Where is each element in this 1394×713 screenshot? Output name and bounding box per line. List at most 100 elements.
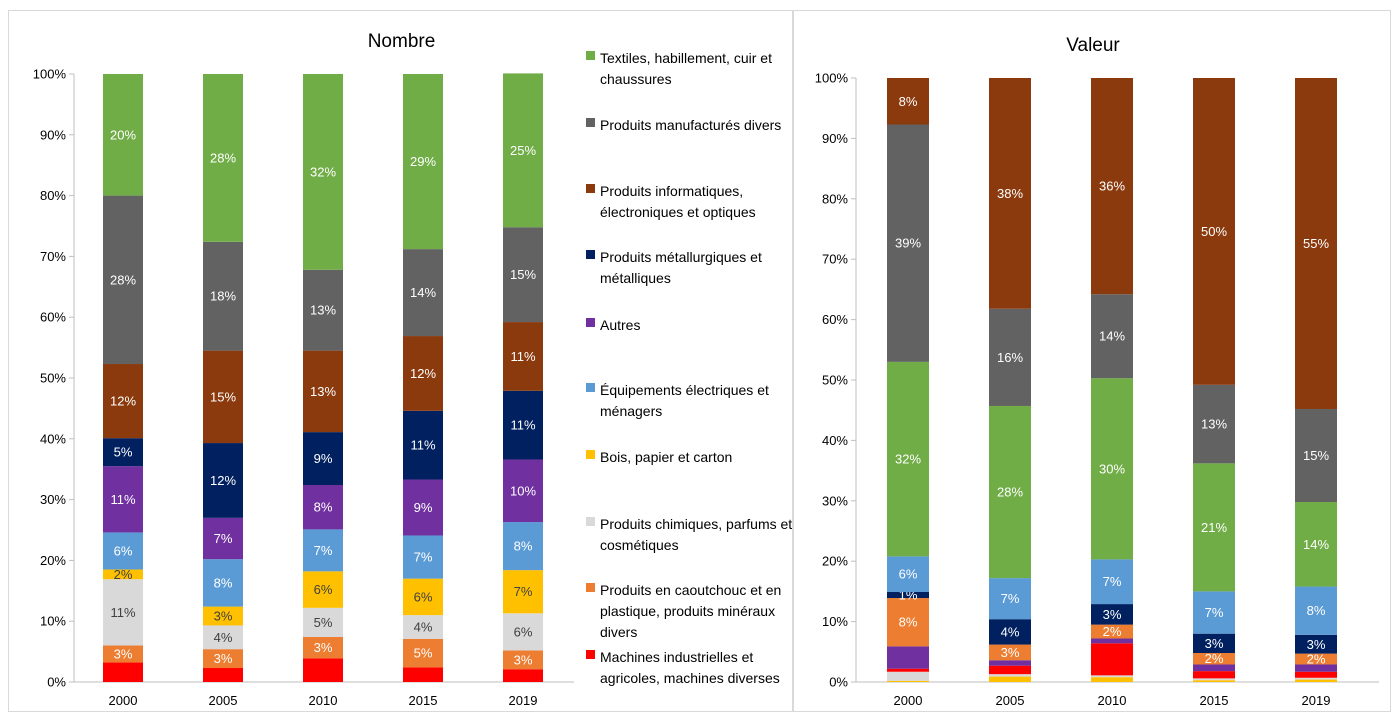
- bar-segment: [403, 615, 443, 639]
- data-label: 14%: [1303, 537, 1329, 552]
- data-label: 7%: [1103, 574, 1122, 589]
- data-label: 3%: [514, 652, 533, 667]
- bar-segment: [403, 479, 443, 536]
- y-tick-label: 30%: [40, 492, 66, 507]
- data-label: 8%: [214, 575, 233, 590]
- y-tick-label: 90%: [822, 131, 848, 146]
- legend-label: Machines industrielles et agricoles, mac…: [600, 649, 780, 686]
- y-tick-label: 80%: [822, 191, 848, 206]
- data-label: 7%: [1001, 591, 1020, 606]
- x-tick-label: 2000: [894, 693, 923, 708]
- y-tick-label: 0%: [47, 675, 66, 690]
- chart-nombre: 0% 10% 20% 30% 40% 50% 60% 70% 80% 90% 100% 3% 11% 2%…: [33, 67, 574, 708]
- data-label: 3%: [214, 651, 233, 666]
- chart-panel-nombre: Nombre 0% 10% 20% 30% 40% 50% 60% 70% 80% 90% 100%…: [8, 10, 793, 712]
- bar-segment: [1091, 677, 1133, 682]
- bar-segment: [989, 676, 1031, 682]
- bar-segment: [1295, 78, 1337, 409]
- y-tick-label: 70%: [40, 249, 66, 264]
- data-label: 30%: [1099, 461, 1125, 476]
- bar-segment: [303, 432, 343, 486]
- data-label: 5%: [314, 615, 333, 630]
- bar-segment: [887, 680, 929, 682]
- chart-title-nombre: Nombre: [367, 31, 436, 52]
- y-tick-label: 20%: [40, 553, 66, 568]
- legend-swatch: [586, 650, 595, 659]
- bar-segment: [303, 485, 343, 530]
- data-label: 20%: [110, 127, 136, 142]
- data-label: 6%: [514, 624, 533, 639]
- bar-segment: [887, 592, 929, 599]
- bar-segment: [1091, 624, 1133, 639]
- legend-swatch: [586, 383, 595, 392]
- data-label: 10%: [510, 483, 536, 498]
- bar-segment: [103, 438, 143, 467]
- data-label: 14%: [410, 285, 436, 300]
- bar-segment: [887, 124, 929, 362]
- y-tick-label: 60%: [822, 312, 848, 327]
- legend-swatch: [586, 450, 595, 459]
- data-label: 7%: [214, 531, 233, 546]
- data-label: 8%: [899, 615, 918, 630]
- data-label: 6%: [899, 567, 918, 582]
- data-label: 2%: [114, 567, 133, 582]
- bar-segment: [1193, 463, 1235, 592]
- bar-segment: [1295, 677, 1337, 680]
- data-label: 29%: [410, 154, 436, 169]
- x-tick-label: 2000: [109, 693, 138, 708]
- data-label: 13%: [310, 303, 336, 318]
- data-label: 4%: [1001, 624, 1020, 639]
- bar-segment: [1091, 675, 1133, 678]
- bar-segment: [203, 350, 243, 444]
- bar-segment: [203, 559, 243, 607]
- bar-segment: [887, 361, 929, 557]
- bar-segment: [503, 459, 543, 523]
- bar-segment: [887, 598, 929, 647]
- bar-segment: [1193, 633, 1235, 654]
- bar-segment: [403, 638, 443, 668]
- bar-segment: [1091, 78, 1133, 295]
- bar-segment: [1295, 586, 1337, 635]
- data-label: 25%: [510, 143, 536, 158]
- data-label: 36%: [1099, 179, 1125, 194]
- data-label: 12%: [410, 366, 436, 381]
- data-label: 2%: [1205, 651, 1224, 666]
- data-label: 6%: [314, 582, 333, 597]
- data-label: 32%: [310, 164, 336, 179]
- data-label: 32%: [895, 452, 921, 467]
- bar-segment: [989, 674, 1031, 677]
- bar-segment: [103, 195, 143, 365]
- bar-segment: [503, 73, 543, 228]
- data-label: 13%: [1201, 417, 1227, 432]
- data-label: 3%: [114, 647, 133, 662]
- data-label: 11%: [510, 349, 535, 364]
- data-label: 8%: [899, 94, 918, 109]
- data-label: 15%: [1303, 448, 1329, 463]
- bar-segment: [103, 466, 143, 533]
- y-tick-label: 10%: [40, 614, 66, 629]
- data-label: 3%: [314, 640, 333, 655]
- bar-segment: [1091, 294, 1133, 379]
- bar-segment: [1193, 78, 1235, 385]
- bar-segment: [403, 578, 443, 616]
- bar-segment: [989, 578, 1031, 620]
- data-label: 11%: [510, 418, 535, 433]
- bar-segment: [303, 571, 343, 608]
- data-label: 28%: [110, 272, 136, 287]
- bar-segment: [203, 443, 243, 518]
- data-label: 39%: [895, 236, 921, 251]
- bar-segment: [103, 645, 143, 663]
- data-label: 3%: [1001, 645, 1020, 660]
- bar-segment: [1295, 679, 1337, 682]
- bar-segment: [503, 522, 543, 571]
- bar-segment: [1091, 559, 1133, 605]
- legend-label: Bois, papier et carton: [600, 449, 733, 465]
- legend-label: Produits manufacturés divers: [600, 117, 782, 133]
- bar-segment: [303, 637, 343, 659]
- bar-segment: [1193, 664, 1235, 672]
- bar-segment: [1295, 653, 1337, 665]
- y-tick-label: 100%: [33, 67, 67, 82]
- bar-segment: [103, 74, 143, 196]
- data-label: 2%: [1103, 624, 1122, 639]
- data-label: 4%: [414, 619, 433, 634]
